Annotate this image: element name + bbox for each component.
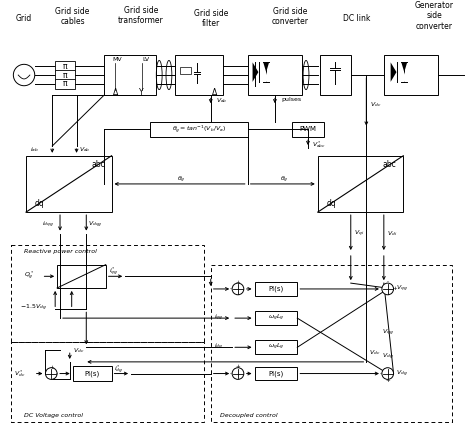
Text: π: π xyxy=(63,79,67,88)
Bar xyxy=(104,55,156,95)
Bar xyxy=(55,79,74,89)
Text: $V_{abc}^*$: $V_{abc}^*$ xyxy=(312,140,326,150)
Circle shape xyxy=(46,368,57,379)
Text: DC Voltage control: DC Voltage control xyxy=(24,413,83,418)
Text: $V_{qg}$: $V_{qg}$ xyxy=(382,327,393,338)
Bar xyxy=(319,55,351,95)
Polygon shape xyxy=(401,72,407,82)
Text: +: + xyxy=(236,364,240,369)
Text: pulses: pulses xyxy=(282,97,302,102)
Text: $i_{ab}$: $i_{ab}$ xyxy=(30,146,39,155)
Bar xyxy=(73,366,111,381)
Text: $\theta_g$: $\theta_g$ xyxy=(177,175,186,185)
Text: PI(s): PI(s) xyxy=(268,286,283,292)
Text: $\theta_g=tan^{-1}(V_b/V_a)$: $\theta_g=tan^{-1}(V_b/V_a)$ xyxy=(172,124,226,135)
Text: -: - xyxy=(387,279,389,285)
Text: $V_{dg}$: $V_{dg}$ xyxy=(382,352,393,362)
Text: $V_{dqg}$: $V_{dqg}$ xyxy=(88,220,103,230)
Text: abc: abc xyxy=(91,160,105,169)
Text: $V_{dc}$: $V_{dc}$ xyxy=(73,346,84,355)
Polygon shape xyxy=(263,72,269,82)
Text: $V_{dc}$: $V_{dc}$ xyxy=(370,100,382,109)
Bar xyxy=(180,67,191,74)
Text: PWM: PWM xyxy=(300,127,317,133)
Text: $\omega_g L_g$: $\omega_g L_g$ xyxy=(268,342,284,352)
Text: +: + xyxy=(49,365,54,370)
Text: Grid: Grid xyxy=(16,14,32,23)
Polygon shape xyxy=(263,62,269,72)
Bar xyxy=(255,341,297,354)
Text: $i_{dg}^*$: $i_{dg}^*$ xyxy=(113,364,123,376)
Text: +: + xyxy=(385,378,390,383)
Polygon shape xyxy=(401,62,407,72)
Text: $\omega_g L_g$: $\omega_g L_g$ xyxy=(268,313,284,323)
Text: $i_{qg}$: $i_{qg}$ xyxy=(214,313,223,323)
Text: PI(s): PI(s) xyxy=(268,370,283,377)
Bar xyxy=(384,55,438,95)
Bar xyxy=(248,55,302,95)
Circle shape xyxy=(232,283,244,295)
Text: $-1.5V_{dg}$: $-1.5V_{dg}$ xyxy=(20,303,47,313)
Circle shape xyxy=(382,283,393,295)
Bar xyxy=(255,282,297,296)
Text: PI(s): PI(s) xyxy=(84,370,100,377)
Bar xyxy=(57,265,106,288)
Text: $V_{ab}$: $V_{ab}$ xyxy=(79,146,90,155)
Text: $i_{dg}$: $i_{dg}$ xyxy=(214,342,223,352)
Text: $V_{ab}$: $V_{ab}$ xyxy=(216,96,227,105)
Text: $V_{qi}$: $V_{qi}$ xyxy=(354,229,364,239)
Bar xyxy=(292,122,324,137)
Bar xyxy=(318,156,403,212)
Text: +: + xyxy=(236,279,240,285)
Polygon shape xyxy=(253,62,258,82)
Circle shape xyxy=(232,368,244,379)
Circle shape xyxy=(13,64,35,86)
Text: Grid side
transformer: Grid side transformer xyxy=(118,6,164,25)
Text: $V_{dc}^*$: $V_{dc}^*$ xyxy=(14,368,26,379)
Text: $V_{qg}$: $V_{qg}$ xyxy=(396,284,408,294)
Text: $i_{dqg}$: $i_{dqg}$ xyxy=(42,220,54,230)
Text: π: π xyxy=(63,71,67,80)
Text: Generator
side
converter: Generator side converter xyxy=(415,1,454,31)
Text: Decoupled control: Decoupled control xyxy=(220,413,278,418)
Text: $\theta_g$: $\theta_g$ xyxy=(281,175,289,185)
Bar xyxy=(55,61,74,71)
Bar xyxy=(55,70,74,80)
Text: -: - xyxy=(56,371,58,376)
Text: Δ: Δ xyxy=(113,88,118,97)
Text: MV: MV xyxy=(113,57,122,62)
Bar xyxy=(211,265,452,422)
Text: dq: dq xyxy=(35,199,45,208)
Text: -: - xyxy=(380,371,382,376)
Text: Y: Y xyxy=(139,88,144,97)
Text: Δ: Δ xyxy=(212,88,217,97)
Text: -: - xyxy=(230,286,232,291)
Text: $V_{dc}$: $V_{dc}$ xyxy=(369,348,381,357)
Text: +: + xyxy=(392,286,397,291)
Text: Grid side
filter: Grid side filter xyxy=(193,9,228,28)
Bar xyxy=(175,55,223,95)
Bar xyxy=(11,245,204,342)
Text: LV: LV xyxy=(142,57,149,62)
Bar xyxy=(11,342,204,422)
Text: abc: abc xyxy=(383,160,397,169)
Text: dq: dq xyxy=(327,199,336,208)
Text: $V_{di}$: $V_{di}$ xyxy=(387,229,397,238)
Bar xyxy=(26,156,111,212)
Polygon shape xyxy=(391,62,396,82)
Text: Reactive power control: Reactive power control xyxy=(24,249,97,253)
Text: Grid side
converter: Grid side converter xyxy=(272,7,309,27)
Bar xyxy=(255,367,297,380)
Text: DC link: DC link xyxy=(343,14,370,23)
Text: π: π xyxy=(63,62,67,71)
Text: -: - xyxy=(230,371,232,376)
Bar xyxy=(150,122,248,137)
Text: $i_{qg}^*$: $i_{qg}^*$ xyxy=(109,266,118,279)
Bar xyxy=(255,311,297,325)
Circle shape xyxy=(382,368,393,379)
Text: $Q_g^*$: $Q_g^*$ xyxy=(24,270,34,282)
Text: $V_{dg}$: $V_{dg}$ xyxy=(396,369,408,379)
Text: Grid side
cables: Grid side cables xyxy=(55,7,90,27)
